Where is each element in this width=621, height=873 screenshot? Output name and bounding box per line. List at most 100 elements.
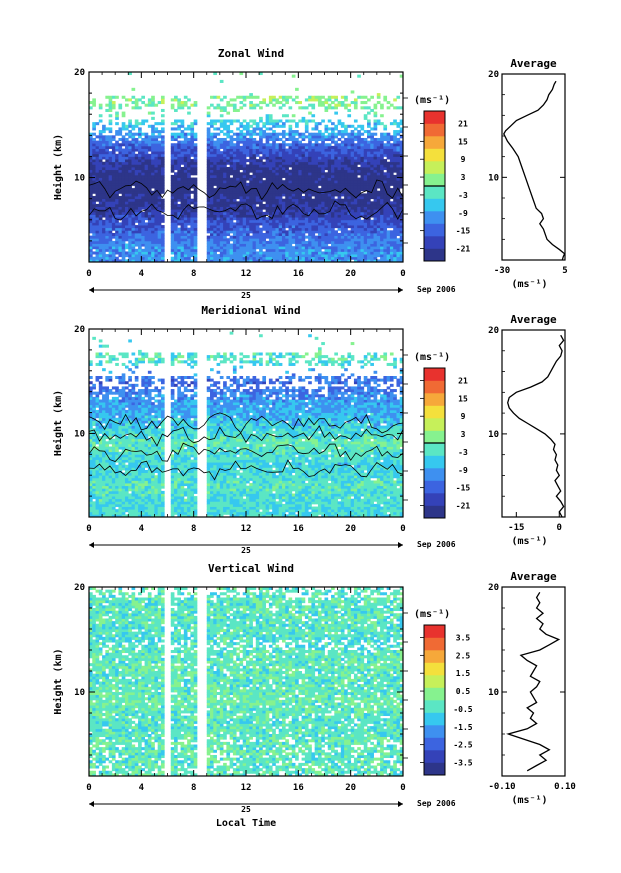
- heatmap-cell: [383, 145, 388, 149]
- heatmap-cell: [226, 254, 231, 258]
- heatmap-cell: [344, 248, 348, 252]
- heatmap-cell: [124, 103, 129, 107]
- heatmap-cell: [170, 190, 175, 194]
- heatmap-cell: [141, 101, 145, 105]
- heatmap-cell: [187, 227, 191, 231]
- heatmap-cell: [389, 190, 394, 194]
- heatmap-cell: [111, 101, 116, 105]
- heatmap-cell: [275, 143, 280, 147]
- heatmap-cell: [131, 95, 136, 99]
- heatmap-cell: [272, 256, 276, 260]
- heatmap-cell: [363, 106, 368, 110]
- heatmap-cell: [393, 188, 397, 192]
- heatmap-cell: [324, 167, 329, 171]
- heatmap-cell: [399, 145, 403, 149]
- heatmap-cell: [121, 225, 126, 229]
- heatmap-cell: [373, 122, 378, 126]
- heatmap-cell: [111, 190, 116, 194]
- x-tick-label: 8: [191, 269, 196, 279]
- heatmap-cell: [170, 137, 175, 142]
- heatmap-cell: [246, 251, 250, 255]
- heatmap-cell: [383, 251, 388, 255]
- heatmap-cell: [262, 156, 267, 160]
- heatmap-cell: [160, 159, 165, 163]
- heatmap-cell: [98, 217, 103, 221]
- heatmap-cell: [265, 161, 270, 165]
- heatmap-cell: [89, 470, 93, 474]
- heatmap-cell: [170, 219, 175, 223]
- heatmap-cell: [281, 240, 286, 244]
- heatmap-cell: [278, 124, 283, 128]
- heatmap-cell: [367, 196, 371, 200]
- heatmap-cell: [134, 172, 139, 176]
- heatmap-cell: [301, 203, 306, 207]
- heatmap-cell: [134, 209, 139, 213]
- heatmap-cell: [89, 428, 93, 432]
- heatmap-cell: [223, 127, 227, 131]
- heatmap-cell: [327, 240, 332, 244]
- heatmap-cell: [160, 108, 165, 112]
- heatmap-cell: [138, 145, 142, 149]
- heatmap-cell: [229, 130, 234, 134]
- heatmap-cell: [213, 256, 217, 260]
- heatmap-cell: [370, 232, 374, 237]
- heatmap-cell: [223, 235, 227, 239]
- heatmap-cell: [108, 254, 113, 258]
- heatmap-cell: [174, 161, 178, 165]
- heatmap-cell: [373, 238, 378, 242]
- heatmap-cell: [295, 211, 299, 215]
- heatmap-cell: [213, 159, 217, 163]
- heatmap-cell: [89, 214, 93, 218]
- heatmap-cell: [239, 246, 244, 250]
- heatmap-cell: [157, 243, 162, 247]
- heatmap-cell: [285, 180, 289, 184]
- heatmap-cell: [95, 140, 100, 144]
- colorbar-swatch: [424, 173, 445, 187]
- heatmap-cell: [89, 483, 93, 487]
- heatmap-cell: [370, 108, 374, 112]
- heatmap-cell: [376, 214, 381, 218]
- heatmap-cell: [265, 167, 270, 171]
- heatmap-cell: [118, 225, 123, 229]
- heatmap-cell: [190, 214, 195, 218]
- heatmap-cell: [115, 214, 119, 218]
- heatmap-cell: [249, 203, 253, 207]
- heatmap-cell: [340, 238, 345, 242]
- heatmap-cell: [340, 140, 345, 144]
- heatmap-cell: [265, 185, 270, 189]
- heatmap-cell: [92, 402, 96, 406]
- heatmap-cell: [347, 153, 352, 157]
- heatmap-cell: [111, 167, 116, 171]
- heatmap-cell: [259, 219, 263, 223]
- heatmap-cell: [210, 135, 214, 139]
- heatmap-cell: [383, 214, 388, 218]
- heatmap-cell: [340, 214, 345, 218]
- heatmap-cell: [386, 206, 391, 210]
- heatmap-cell: [239, 177, 244, 181]
- heatmap-cell: [331, 182, 335, 186]
- heatmap-cell: [213, 127, 217, 131]
- heatmap-cell: [223, 188, 227, 192]
- heatmap-cell: [363, 177, 368, 181]
- heatmap-cell: [160, 167, 165, 171]
- heatmap-cell: [304, 148, 309, 152]
- heatmap-cell: [304, 230, 309, 234]
- heatmap-cell: [180, 122, 185, 126]
- heatmap-cell: [291, 74, 296, 78]
- heatmap-cell: [383, 132, 388, 136]
- heatmap-cell: [89, 219, 93, 223]
- heatmap-cell: [183, 203, 188, 207]
- heatmap-cell: [206, 143, 211, 147]
- heatmap-cell: [154, 219, 159, 223]
- heatmap-cell: [160, 185, 165, 189]
- heatmap-cell: [350, 148, 355, 152]
- heatmap-cell: [262, 193, 267, 197]
- heatmap-cell: [219, 114, 224, 118]
- heatmap-cell: [226, 206, 231, 210]
- heatmap-cell: [308, 222, 312, 226]
- heatmap-cell: [383, 172, 388, 176]
- heatmap-cell: [193, 248, 198, 252]
- heatmap-cell: [373, 169, 378, 173]
- heatmap-cell: [321, 135, 325, 139]
- heatmap-cell: [321, 153, 325, 157]
